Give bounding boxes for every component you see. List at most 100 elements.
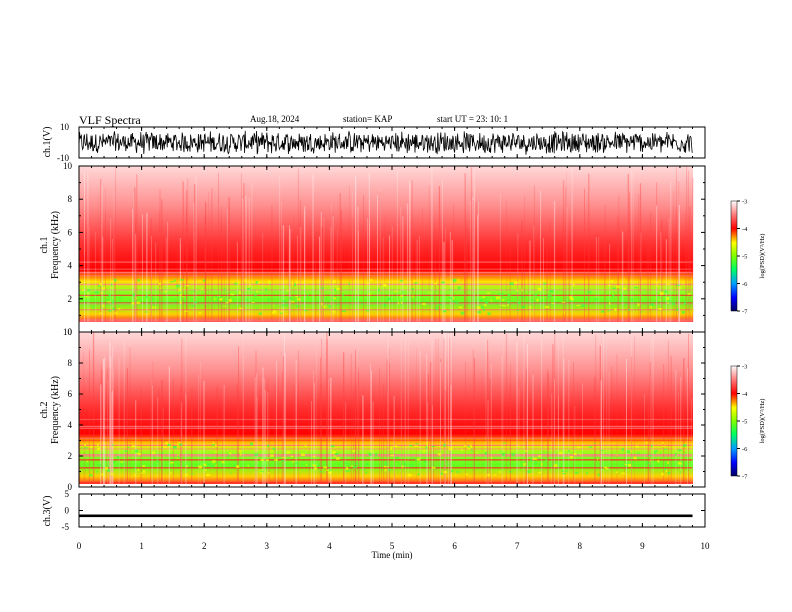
ch2-spectrogram-streak bbox=[355, 384, 357, 484]
ch2-spectrogram-speckle bbox=[100, 464, 102, 467]
ch1-spectrogram-streak bbox=[406, 203, 409, 322]
ch1-spectrogram-streak bbox=[670, 181, 672, 322]
ch1-spectrogram-streak bbox=[363, 195, 364, 322]
ch1-spectrogram-speckle bbox=[452, 278, 457, 282]
ch2-spectrogram-speckle bbox=[508, 471, 513, 473]
ch2-spectrogram-speckle bbox=[530, 458, 533, 462]
ch2-spectrogram-speckle bbox=[352, 466, 357, 469]
ch1-spectrogram-speckle bbox=[153, 304, 155, 306]
ch2-spectrogram-speckle bbox=[177, 442, 182, 444]
ch1-spectrogram-speckle bbox=[170, 281, 174, 283]
ch1-spectrogram-speckle bbox=[273, 310, 277, 314]
ch1-spectrogram-speckle bbox=[536, 298, 539, 302]
ch2-spectrogram-streak bbox=[532, 374, 534, 484]
ch1-waveform-ytick-label: -10 bbox=[57, 153, 69, 163]
ch2-spectrogram-speckle bbox=[328, 469, 332, 472]
ch2-spectrogram-speckle bbox=[89, 474, 93, 477]
ch2-spectrogram-streak bbox=[107, 379, 109, 484]
ch2-spectrogram-speckle bbox=[211, 464, 213, 468]
ch1-spectrogram-streak bbox=[135, 233, 137, 322]
ch1-spectrogram-speckle bbox=[398, 301, 400, 305]
ch2-spectrogram-streak bbox=[88, 349, 90, 484]
ch1-spectrogram-speckle bbox=[537, 287, 542, 291]
ch2-spectrogram-speckle bbox=[136, 452, 140, 455]
ch2-spectrogram-speckle bbox=[678, 462, 682, 465]
ch1-spectrogram-speckle bbox=[480, 306, 484, 309]
ch1-spectrogram-speckle bbox=[174, 300, 177, 303]
ch1-spectrogram-speckle bbox=[460, 311, 465, 315]
ch1-spectrogram-speckle bbox=[507, 304, 509, 306]
ch1-spectrogram-streak bbox=[617, 216, 619, 322]
ch2-spectrogram-streak bbox=[242, 335, 244, 484]
ch2-spectrogram-speckle bbox=[266, 459, 269, 461]
ch2-spectrogram-speckle bbox=[234, 462, 237, 465]
ch2-spectrogram-speckle bbox=[214, 444, 217, 447]
ch1-spectrogram-speckle bbox=[487, 312, 491, 315]
ch2-spectrogram-speckle bbox=[230, 472, 232, 474]
ch2-spectrogram-speckle bbox=[460, 449, 463, 451]
ch1-spectrogram-speckle bbox=[294, 283, 296, 287]
ch2-spectrogram-speckle bbox=[476, 451, 478, 454]
ch1-spectrogram-streak bbox=[97, 195, 99, 322]
ch2-spectrogram-streak bbox=[318, 391, 320, 484]
ch1-spectrogram-speckle bbox=[659, 292, 664, 295]
ch1-spectrogram-streak bbox=[194, 184, 196, 322]
ch2-spectrogram-speckle bbox=[97, 464, 100, 466]
ch2-spectrogram-streak bbox=[481, 371, 483, 484]
xtick-label: 7 bbox=[515, 541, 520, 551]
ch1-spectrogram-streak bbox=[115, 166, 116, 322]
ch2-spectrogram-streak bbox=[444, 332, 446, 484]
ch1-spectrogram-speckle bbox=[257, 282, 260, 284]
ch2-spectrogram-streak bbox=[295, 360, 297, 484]
ch1-spectrogram-streak bbox=[299, 200, 302, 322]
ch1-spectrogram-speckle bbox=[271, 311, 274, 315]
ch2-spectrogram-streak bbox=[150, 403, 151, 484]
ch1-spectrogram-streak bbox=[660, 232, 662, 322]
ch1-spectrogram-speckle bbox=[249, 283, 251, 286]
ch2-spectrogram-speckle bbox=[113, 461, 115, 464]
ch1-spectrogram-streak bbox=[678, 179, 679, 322]
ch2-spectrogram-speckle bbox=[84, 447, 88, 449]
ch2-spectrogram-streak bbox=[630, 340, 633, 484]
ch2-spectrogram-streak bbox=[343, 352, 345, 484]
ch1-spectrogram-band bbox=[79, 318, 693, 320]
ch2-spectrogram-streak bbox=[92, 332, 95, 484]
ch2-spectrogram-speckle bbox=[333, 455, 336, 458]
ch1-spectrogram-streak bbox=[204, 215, 206, 322]
ch2-spectrogram-speckle bbox=[523, 463, 526, 466]
ch1-spectrogram-streak bbox=[521, 220, 523, 322]
ch1-spectrogram-band bbox=[79, 320, 693, 322]
ch1-spectrogram-speckle bbox=[514, 281, 518, 284]
ch1-spectrogram-streak bbox=[315, 232, 317, 322]
ch2-spectrogram-streak bbox=[419, 350, 421, 484]
ch2-spectrogram-speckle bbox=[427, 441, 429, 444]
ch2-spectrogram-speckle bbox=[538, 455, 541, 458]
ch1-spectrogram-speckle bbox=[570, 297, 574, 301]
ch1-spectrogram-streak bbox=[243, 183, 245, 322]
ch2-spectrogram-speckle bbox=[86, 460, 89, 463]
ch2-spectrogram-band bbox=[79, 427, 693, 429]
ch1-spectrogram-streak bbox=[431, 167, 433, 322]
ch2-spectrogram-speckle bbox=[170, 462, 174, 464]
ch2-spectrogram-speckle bbox=[415, 443, 419, 445]
ch2-spectrogram-speckle bbox=[120, 461, 123, 463]
ch2-spectrogram-streak bbox=[393, 396, 395, 484]
ch2-spectrogram-streak bbox=[330, 377, 332, 484]
ch2-spectrogram-streak bbox=[282, 370, 283, 484]
ch1-spectrogram-speckle bbox=[443, 310, 446, 313]
ch2-spectrogram-streak bbox=[236, 384, 238, 484]
ch2-spectrogram-streak bbox=[320, 357, 321, 484]
ch2-spectrogram-streak bbox=[199, 362, 201, 484]
ch1-spectrogram-speckle bbox=[180, 279, 184, 281]
ch2-spectrogram-streak bbox=[343, 352, 345, 484]
ch2-spectrogram-speckle bbox=[291, 461, 295, 463]
ch2-spectrogram-streak bbox=[284, 353, 286, 484]
ch3-waveform-panel bbox=[78, 493, 706, 528]
ch2-spectrogram-streak bbox=[557, 340, 559, 484]
ch2-spectrogram-streak bbox=[525, 382, 527, 484]
ch2-spectrogram-speckle bbox=[636, 452, 640, 454]
ch1-spectrogram-speckle bbox=[690, 309, 692, 311]
ch2-spectrogram-streak bbox=[320, 384, 322, 484]
ch1-spectrogram-speckle bbox=[561, 301, 566, 303]
